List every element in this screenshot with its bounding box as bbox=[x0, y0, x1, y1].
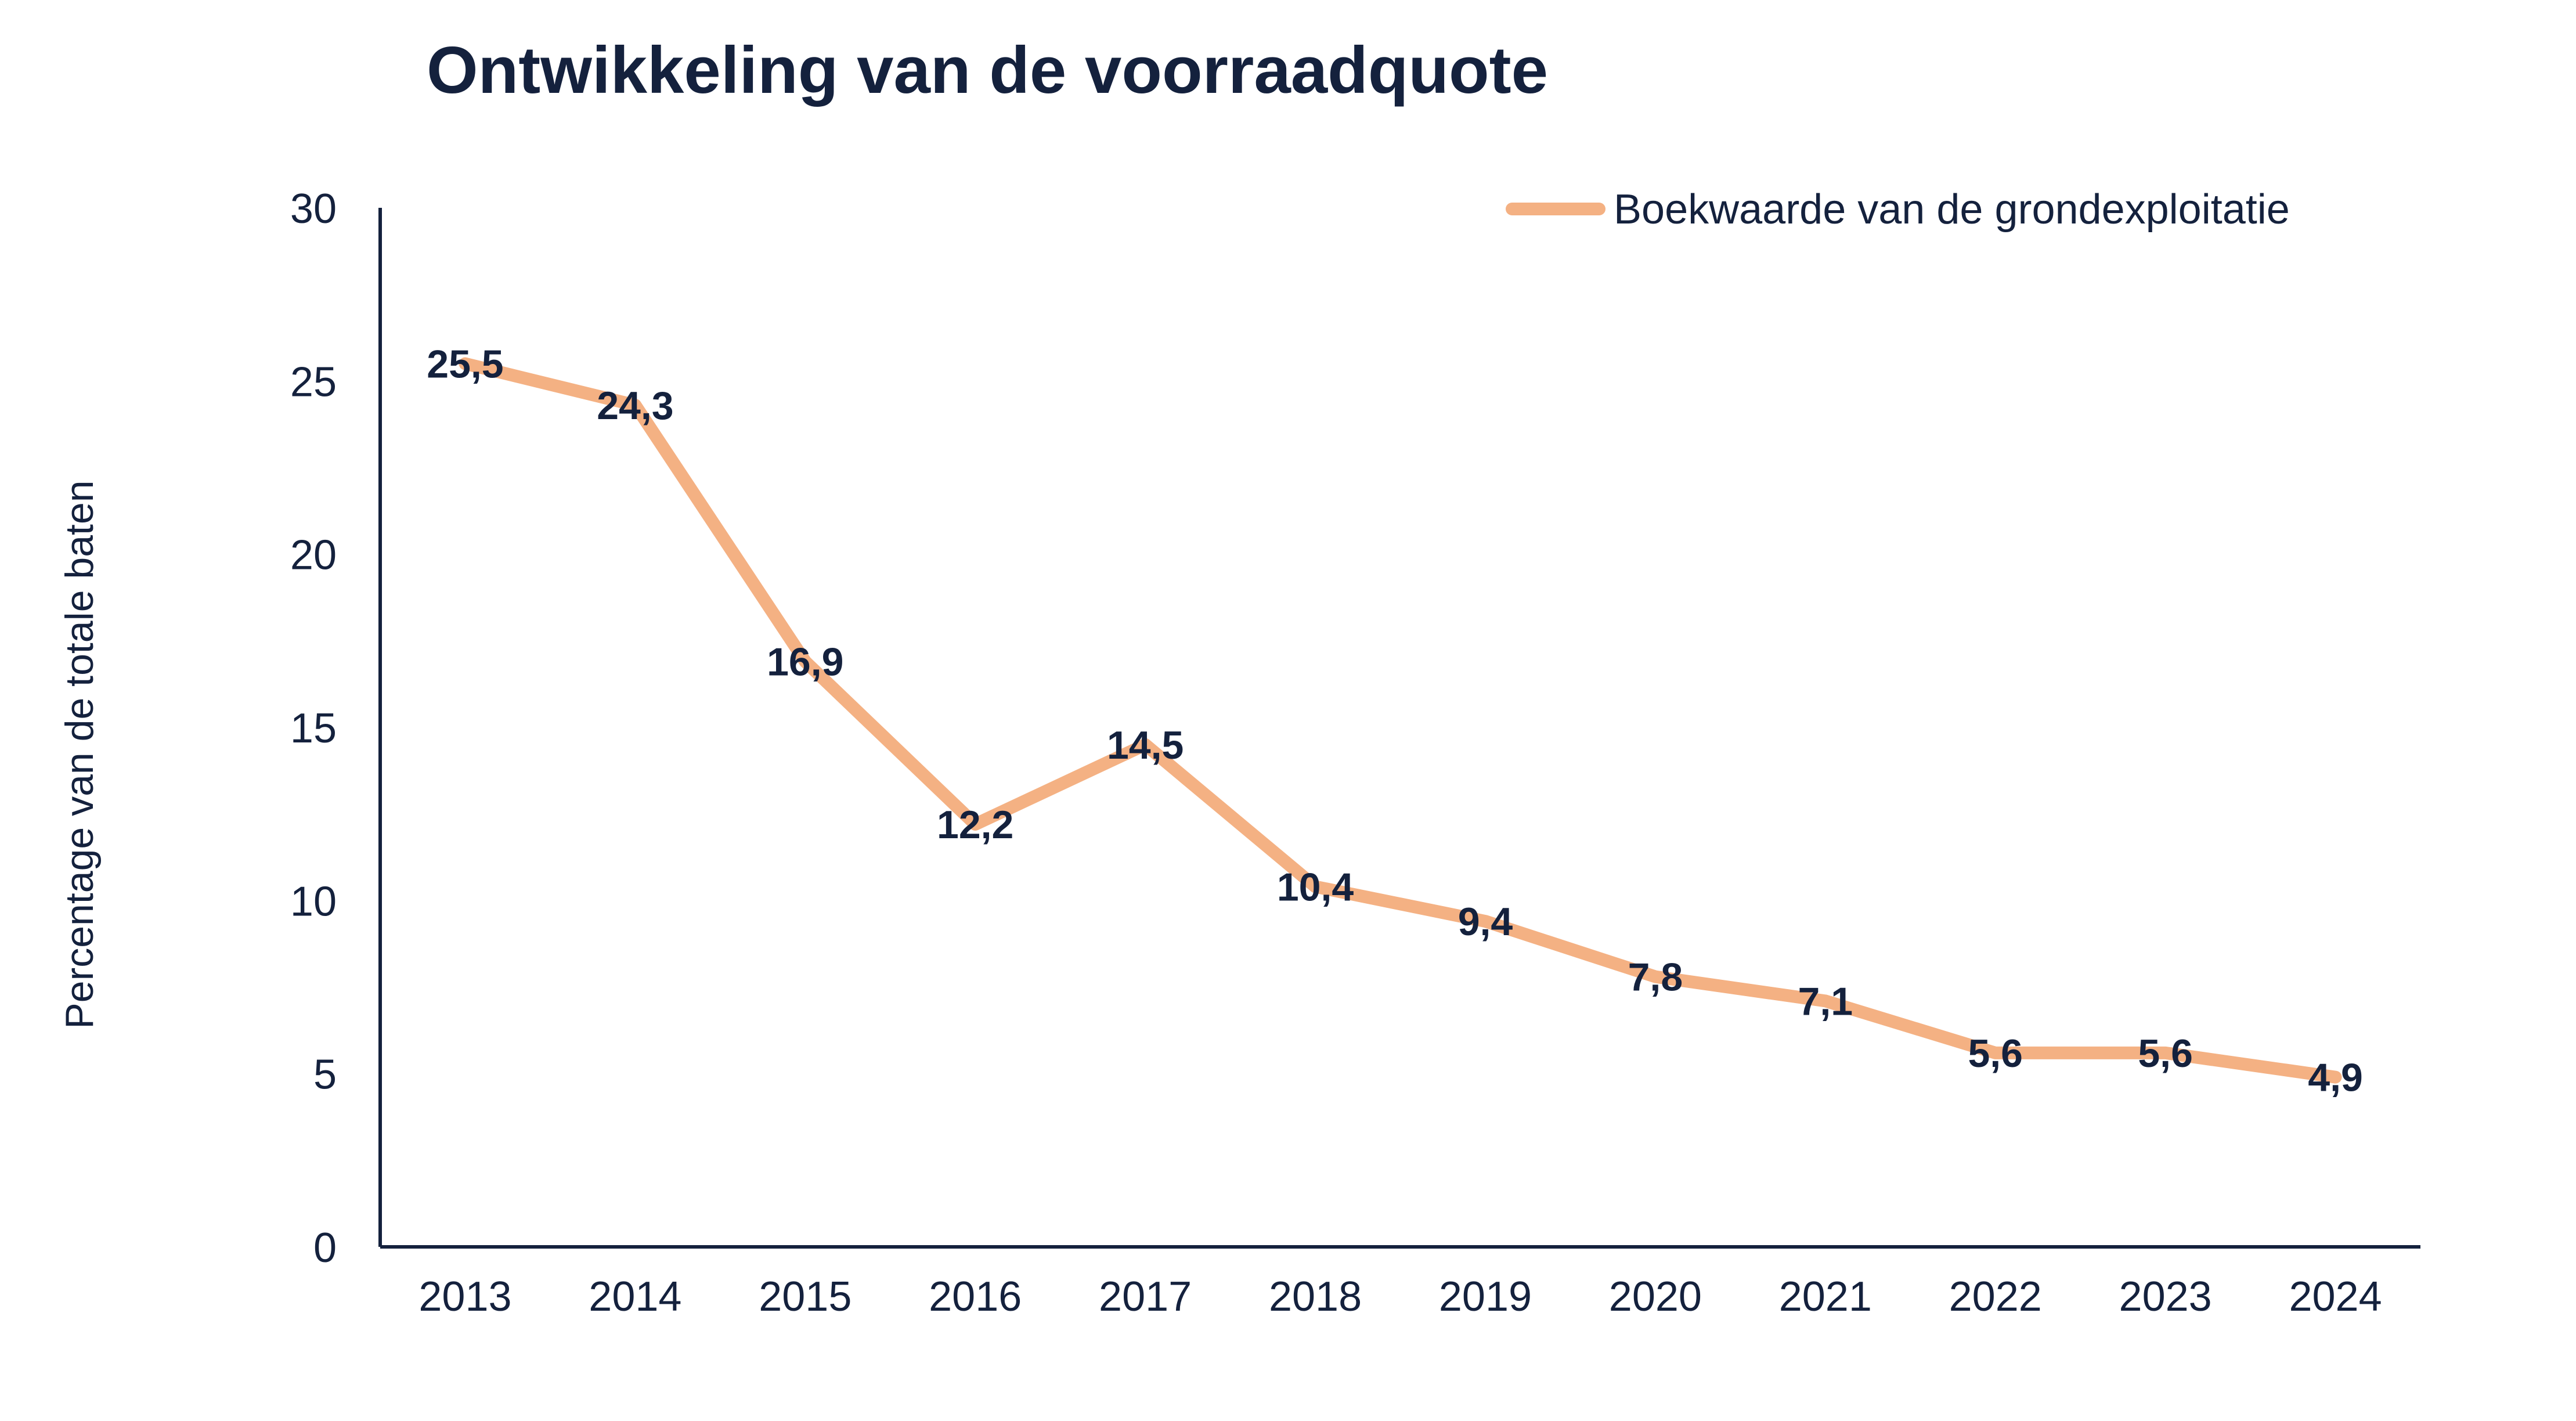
series-lines bbox=[459, 357, 2342, 1084]
data-label: 5,6 bbox=[1968, 1032, 2023, 1076]
data-label: 12,2 bbox=[937, 803, 1013, 847]
y-tick-label: 5 bbox=[313, 1052, 337, 1098]
x-axis-ticks: 2013 2014 2015 2016 2017 2018 2019 2020 2021 2022… bbox=[418, 1274, 2382, 1320]
data-label: 16,9 bbox=[767, 640, 843, 684]
y-axis-ticks: 0 5 10 15 20 25 30 bbox=[290, 186, 337, 1271]
x-tick-label: 2013 bbox=[418, 1274, 511, 1320]
legend-label: Boekwaarde van de grondexploitatie bbox=[1614, 186, 2290, 233]
y-tick-label: 20 bbox=[290, 532, 337, 579]
chart-title: Ontwikkeling van de voorraadquote bbox=[427, 34, 1548, 107]
x-tick-label: 2015 bbox=[759, 1274, 852, 1320]
y-axis-label: Percentage van de totale baten bbox=[57, 480, 102, 1029]
data-label: 10,4 bbox=[1277, 865, 1354, 909]
x-tick-label: 2017 bbox=[1099, 1274, 1192, 1320]
x-tick-label: 2018 bbox=[1269, 1274, 1362, 1320]
y-tick-label: 15 bbox=[290, 705, 337, 752]
data-labels: 25,5 24,3 16,9 12,2 14,5 10,4 9,4 7,8 7,1 5,6 5,6 4… bbox=[427, 342, 2363, 1100]
x-tick-label: 2019 bbox=[1439, 1274, 1532, 1320]
data-label: 24,3 bbox=[597, 384, 673, 428]
data-label: 7,1 bbox=[1798, 979, 1853, 1023]
data-label: 14,5 bbox=[1107, 723, 1184, 767]
data-label: 5,6 bbox=[2138, 1032, 2193, 1076]
y-tick-label: 25 bbox=[290, 359, 337, 405]
x-tick-label: 2014 bbox=[589, 1274, 681, 1320]
axes bbox=[378, 208, 2420, 1249]
legend: Boekwaarde van de grondexploitatie bbox=[1506, 186, 2290, 233]
x-tick-label: 2021 bbox=[1779, 1274, 1872, 1320]
y-tick-label: 10 bbox=[290, 878, 337, 925]
y-tick-label: 0 bbox=[313, 1225, 337, 1271]
x-tick-label: 2022 bbox=[1949, 1274, 2042, 1320]
data-label: 7,8 bbox=[1628, 955, 1683, 1000]
data-label: 9,4 bbox=[1458, 900, 1513, 944]
x-tick-label: 2016 bbox=[929, 1274, 1022, 1320]
data-label: 25,5 bbox=[427, 342, 503, 387]
data-label: 4,9 bbox=[2308, 1056, 2363, 1100]
x-tick-label: 2023 bbox=[2119, 1274, 2212, 1320]
x-tick-label: 2024 bbox=[2289, 1274, 2382, 1320]
y-tick-label: 30 bbox=[290, 186, 337, 232]
series-line bbox=[459, 357, 2342, 1084]
x-tick-label: 2020 bbox=[1609, 1274, 1702, 1320]
